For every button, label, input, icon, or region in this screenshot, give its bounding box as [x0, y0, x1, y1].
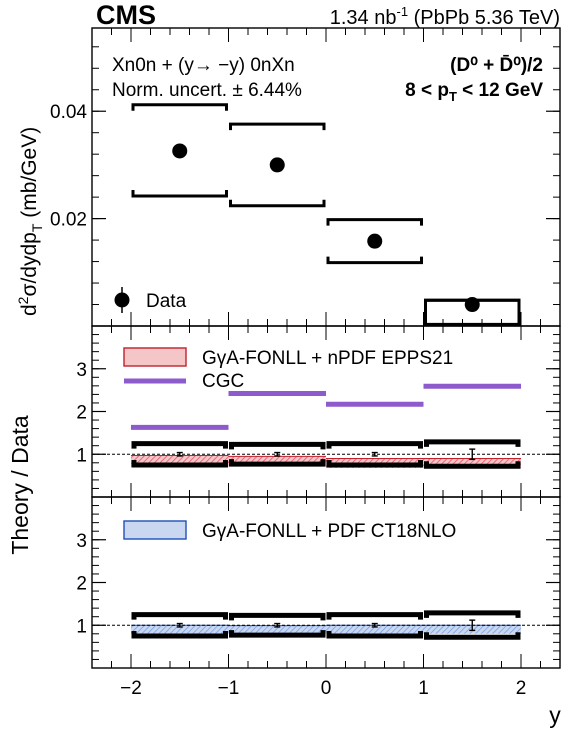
mid-band-3 — [423, 458, 521, 469]
bot-ytick-label-1: 2 — [76, 574, 87, 595]
legend-label-cgc: CGC — [202, 371, 244, 392]
data-point-0 — [172, 143, 188, 159]
data-point-2 — [367, 233, 383, 249]
process-label: Xn0n + (y→ −y) 0nXn — [112, 55, 295, 76]
data-legend-marker — [114, 292, 130, 308]
legend-swatch-epps21 — [123, 347, 187, 367]
mid-ytick-label-0: 1 — [76, 445, 87, 466]
legend-swatch-ct18 — [123, 520, 187, 540]
x-tick-label-2: 0 — [321, 678, 332, 699]
pt-range-label: 8 < pT < 12 GeV — [405, 80, 543, 104]
norm-uncert-label: Norm. uncert. ± 6.44% — [112, 80, 302, 101]
data-syst-lower-0 — [131, 190, 228, 198]
data-syst-upper-0 — [131, 103, 228, 111]
mid-band-1 — [228, 456, 326, 467]
top-y-axis-title: d2σ/dydpT (mb/GeV) — [15, 127, 45, 316]
bot-data-unc-upper-2 — [326, 612, 423, 620]
top-ytick-label-1: 0.04 — [50, 102, 87, 123]
species-label: (D⁰ + D̄⁰)/2 — [450, 55, 543, 76]
data-legend-label: Data — [146, 291, 187, 312]
bot-data-unc-lower-3 — [424, 632, 521, 640]
data-syst-lower-2 — [326, 256, 423, 265]
x-tick-label-4: 2 — [516, 678, 527, 699]
bot-data-unc-upper-1 — [229, 612, 326, 621]
data-point-1 — [269, 157, 285, 173]
mid-ytick-label-2: 3 — [76, 360, 87, 381]
mid-data-unc-lower-3 — [424, 461, 521, 469]
mid-data-unc-lower-1 — [229, 459, 326, 467]
bot-band-0 — [131, 625, 229, 634]
bot-ytick-label-0: 1 — [76, 616, 87, 637]
top-ytick-label-0: 0.02 — [50, 210, 87, 231]
ratio-y-axis-title: Theory / Data — [7, 415, 33, 555]
bot-data-unc-upper-3 — [424, 610, 521, 618]
bot-data-unc-lower-2 — [326, 630, 423, 639]
x-axis-title: y — [549, 702, 561, 728]
mid-data-unc-upper-0 — [131, 441, 228, 449]
mid-data-unc-lower-2 — [326, 459, 423, 468]
bot-data-unc-upper-0 — [131, 612, 228, 620]
mid-data-unc-upper-2 — [326, 441, 423, 449]
mid-data-unc-upper-3 — [424, 439, 521, 447]
x-tick-label-3: 1 — [418, 678, 429, 699]
bot-data-unc-lower-1 — [229, 630, 326, 638]
mid-band-0 — [131, 455, 229, 468]
data-syst-lower-1 — [229, 199, 326, 208]
mid-ytick-label-1: 2 — [76, 403, 87, 424]
luminosity-label: 1.34 nb-1 (PbPb 5.36 TeV) — [330, 4, 560, 29]
mid-data-unc-lower-0 — [131, 459, 228, 468]
data-point-3 — [464, 297, 480, 313]
x-tick-label-1: −1 — [218, 678, 240, 699]
bot-data-unc-lower-0 — [131, 630, 228, 639]
x-tick-label-0: −2 — [120, 678, 142, 699]
data-syst-upper-2 — [326, 218, 423, 226]
bot-ytick-label-2: 3 — [76, 531, 87, 552]
bot-band-2 — [326, 625, 424, 634]
legend-label-epps21: GγA-FONLL + nPDF EPPS21 — [202, 348, 453, 369]
data-syst-upper-1 — [229, 122, 326, 131]
bot-band-1 — [228, 625, 326, 635]
mid-data-unc-upper-1 — [229, 441, 326, 450]
experiment-label: CMS — [96, 0, 156, 30]
legend-label-ct18: GγA-FONLL + PDF CT18NLO — [202, 521, 456, 542]
